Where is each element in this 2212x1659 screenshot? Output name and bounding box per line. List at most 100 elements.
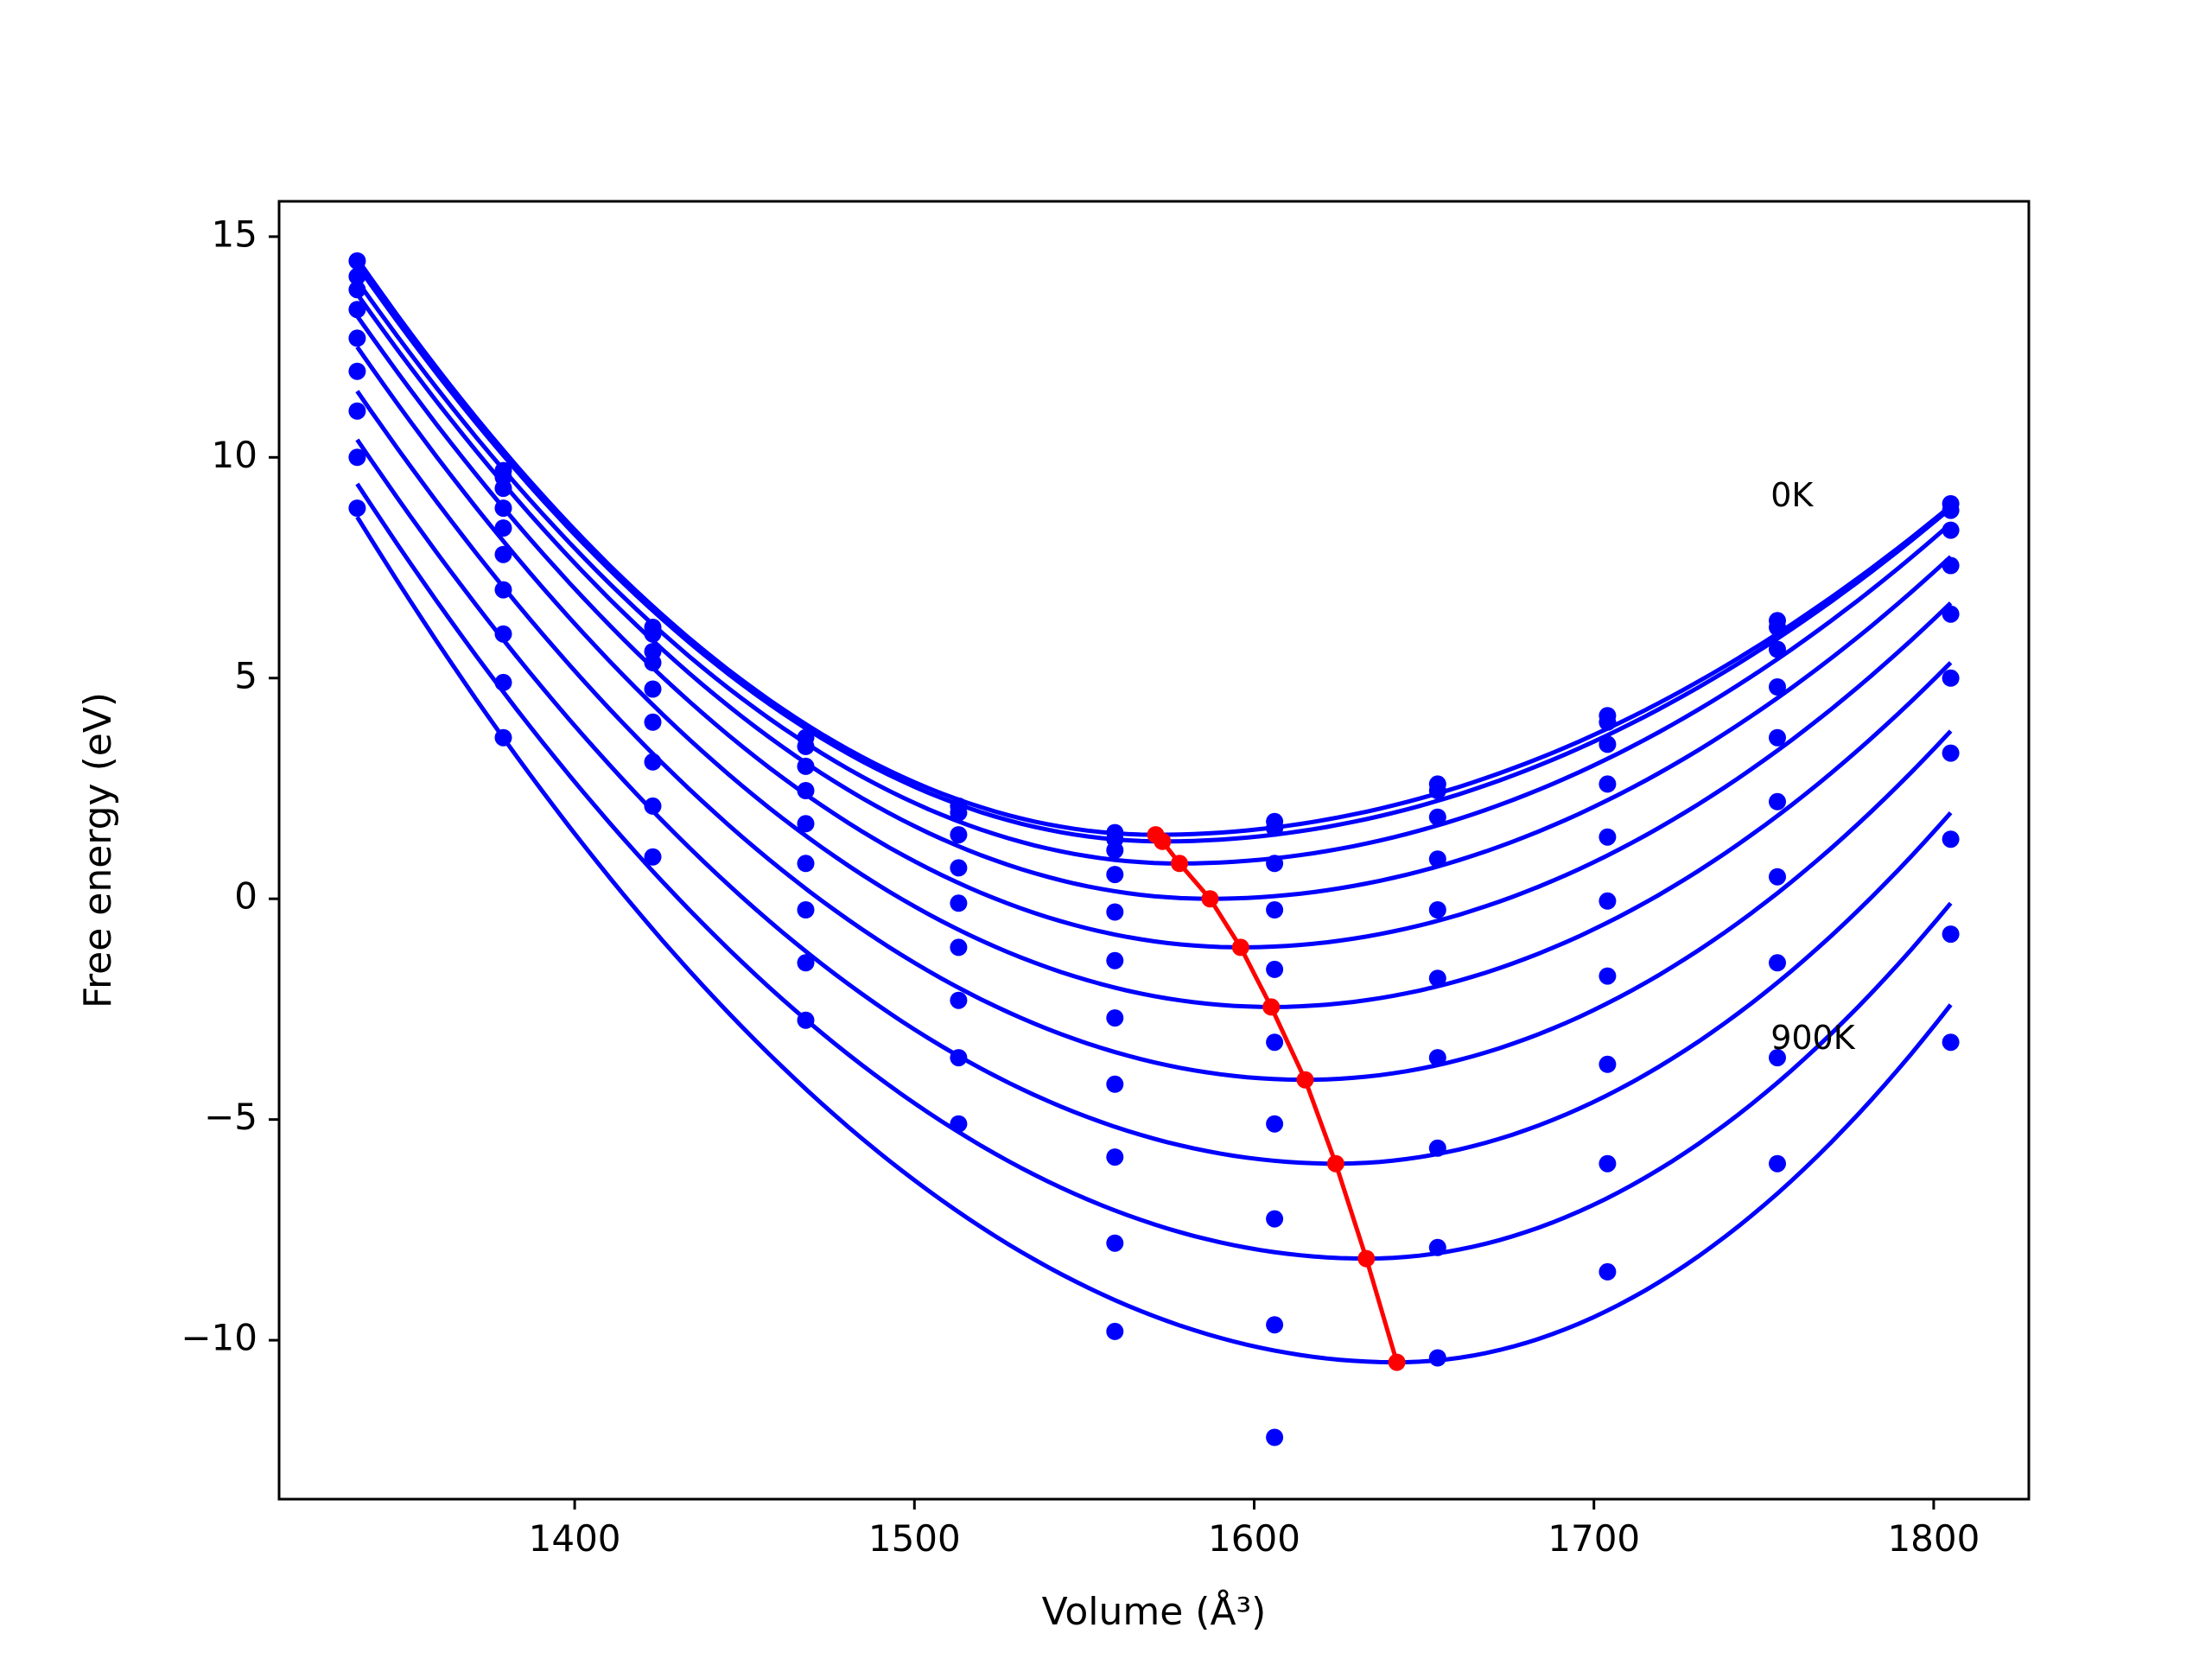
data-point [1769, 868, 1786, 886]
data-point [1266, 901, 1284, 918]
data-point [1599, 967, 1617, 985]
data-point [1942, 830, 1960, 849]
data-point [1599, 1154, 1617, 1173]
data-point [1428, 1049, 1446, 1067]
data-point [348, 499, 366, 518]
data-point [950, 804, 968, 822]
data-point [494, 545, 512, 563]
data-point [1266, 1428, 1284, 1446]
y-tick-label: −10 [181, 1317, 257, 1359]
data-point [1769, 678, 1786, 696]
data-point [494, 499, 512, 518]
data-point [1106, 842, 1124, 859]
data-point [1428, 782, 1446, 799]
data-point [494, 728, 512, 747]
data-point [1106, 1075, 1124, 1093]
fit-curve-8 [355, 482, 1953, 1262]
x-tick-label: 1800 [1887, 1517, 1980, 1560]
data-point [1428, 969, 1446, 988]
data-point [1599, 1055, 1617, 1073]
data-points [348, 252, 1960, 1446]
minimum-point [1388, 1353, 1406, 1371]
y-tick-label: −5 [204, 1096, 257, 1138]
fit-curves [355, 257, 1953, 1365]
data-point [1942, 521, 1960, 539]
minimum-point [1262, 998, 1281, 1016]
data-point [1599, 828, 1617, 846]
data-point [348, 301, 366, 319]
data-point [797, 737, 815, 755]
x-tick-label: 1400 [529, 1517, 621, 1560]
data-point [644, 753, 662, 771]
fit-curve-7 [355, 438, 1953, 1166]
data-point [950, 991, 968, 1009]
fit-curve-5 [355, 346, 1953, 1009]
data-point [1599, 735, 1617, 753]
data-point [1266, 1316, 1284, 1334]
annotation-label: 900K [1770, 1019, 1856, 1057]
data-point [1106, 951, 1124, 969]
annotations: 0K 900K [1770, 476, 1856, 1057]
data-point [1428, 1349, 1446, 1367]
data-point [797, 901, 815, 918]
data-point [644, 680, 662, 698]
data-point [797, 954, 815, 972]
data-point [1769, 619, 1786, 636]
data-point [348, 329, 366, 347]
fit-curve-2 [355, 279, 1953, 866]
y-axis-ticks: −10 −5 0 5 10 15 [181, 213, 279, 1359]
minimum-point [1296, 1071, 1314, 1089]
minimum-point [1326, 1154, 1344, 1173]
y-axis-label: Free energy (eV) [76, 692, 120, 1008]
data-point [1106, 866, 1124, 884]
data-point [348, 252, 366, 270]
annotation-label: 0K [1770, 476, 1814, 514]
data-point [1266, 819, 1284, 837]
data-point [1106, 1148, 1124, 1166]
x-axis-label: Volume (Å³) [1042, 1588, 1267, 1634]
x-tick-label: 1700 [1548, 1517, 1640, 1560]
data-point [1428, 901, 1446, 918]
data-point [1942, 556, 1960, 575]
data-point [348, 281, 366, 299]
data-point [797, 782, 815, 799]
data-point [1106, 1009, 1124, 1027]
minimum-point [1231, 938, 1249, 957]
minimum-point [1154, 832, 1172, 850]
data-point [950, 1115, 968, 1133]
data-point [644, 797, 662, 815]
data-point [1428, 1139, 1446, 1157]
data-point [1599, 713, 1617, 731]
data-point [1769, 954, 1786, 972]
data-point [644, 653, 662, 671]
data-point [348, 362, 366, 380]
y-tick-label: 15 [212, 213, 257, 255]
data-point [1769, 1049, 1786, 1067]
minima-polyline [1154, 833, 1399, 1363]
data-point [494, 581, 512, 599]
data-point [797, 757, 815, 775]
data-point [797, 815, 815, 833]
minimum-point [1357, 1249, 1376, 1268]
data-point [494, 673, 512, 691]
data-point [1266, 1033, 1284, 1052]
plot-frame [277, 200, 2031, 1501]
minima-line [1147, 826, 1406, 1371]
data-point [1942, 501, 1960, 519]
data-point [1428, 1238, 1446, 1256]
minimum-point [1171, 855, 1188, 873]
x-axis-ticks: 1400 1500 1600 1700 1800 [529, 1499, 1980, 1560]
minimum-point [1201, 890, 1219, 908]
fit-curve-9 [355, 515, 1953, 1365]
data-point [1266, 1210, 1284, 1228]
data-point [1599, 892, 1617, 910]
data-point [950, 826, 968, 844]
data-point [348, 402, 366, 420]
data-point [494, 519, 512, 537]
data-point [1106, 903, 1124, 921]
data-point [1942, 669, 1960, 687]
data-point [1942, 925, 1960, 944]
data-point [1769, 1154, 1786, 1173]
